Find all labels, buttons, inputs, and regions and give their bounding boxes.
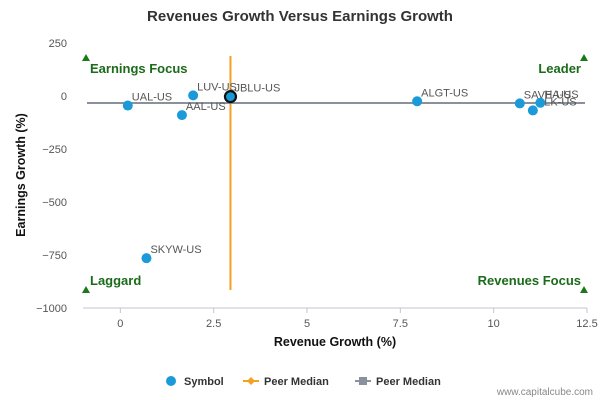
data-point: [176, 110, 187, 121]
y-tick-label: 0: [61, 91, 67, 103]
data-point: [122, 100, 133, 111]
quadrant-label-earnings-focus: Earnings Focus: [90, 61, 188, 76]
data-point-label: HA-US: [544, 89, 578, 101]
legend-diamond-icon: [247, 377, 255, 385]
legend-square-icon: [359, 377, 367, 385]
data-point-label: SKYW-US: [150, 244, 201, 256]
x-tick-label: 10: [488, 318, 500, 330]
data-point-label: AAL-US: [186, 101, 226, 113]
data-point-label: ALGT-US: [421, 87, 468, 99]
data-point: [527, 105, 538, 116]
data-point: [514, 98, 525, 109]
credit-text: www.capitalcube.com: [496, 387, 593, 398]
axes: 0 2.5 5 7.5 10 12.5 250 0 −250 −500 −750 −1000: [36, 38, 598, 330]
x-axis-title: Revenue Growth (%): [274, 335, 396, 349]
chart-title: Revenues Growth Versus Earnings Growth: [147, 8, 453, 25]
legend-symbol-icon: [166, 376, 176, 386]
data-point: [188, 90, 199, 101]
data-point-label: ALK-US: [537, 96, 577, 108]
quadrant-labels: Earnings Focus Leader Laggard Revenues Focu…: [82, 54, 588, 293]
x-tick-label: 5: [304, 318, 310, 330]
data-point: [412, 96, 423, 107]
data-point: [141, 253, 152, 264]
y-tick-label: 250: [49, 38, 67, 50]
data-point-label: SAVE-US: [524, 89, 571, 101]
legend-label: Peer Median: [376, 376, 441, 388]
data-point-label: LUV-US: [197, 81, 237, 93]
data-point-label: JBLU-US: [234, 83, 280, 95]
y-tick-label: −750: [42, 250, 67, 262]
arrow-bottom-left-icon: [82, 286, 90, 293]
legend: Symbol Peer Median Peer Median: [166, 376, 441, 388]
data-point: [535, 97, 546, 108]
y-tick-label: −250: [42, 144, 67, 156]
x-tick-label: 12.5: [576, 318, 597, 330]
y-axis-title: Earnings Growth (%): [14, 113, 28, 237]
x-tick-label: 2.5: [206, 318, 221, 330]
y-tick-label: −500: [42, 197, 67, 209]
quadrant-label-leader: Leader: [538, 61, 581, 76]
data-point-label: UAL-US: [132, 92, 172, 104]
arrow-up-left-icon: [82, 54, 90, 61]
y-tick-label: −1000: [36, 303, 67, 315]
arrow-bottom-right-icon: [580, 286, 588, 293]
data-points: UAL-US LUV-US AAL-US JBLU-US ALGT-US SAVE-USA…: [122, 81, 579, 264]
legend-label: Symbol: [184, 376, 224, 388]
x-tick-label: 0: [117, 318, 123, 330]
arrow-up-right-icon: [580, 54, 588, 61]
legend-label: Peer Median: [264, 376, 329, 388]
quadrant-label-revenues-focus: Revenues Focus: [478, 273, 581, 288]
data-point-highlight: [223, 90, 238, 104]
x-tick-label: 7.5: [393, 318, 408, 330]
quadrant-label-laggard: Laggard: [90, 273, 141, 288]
